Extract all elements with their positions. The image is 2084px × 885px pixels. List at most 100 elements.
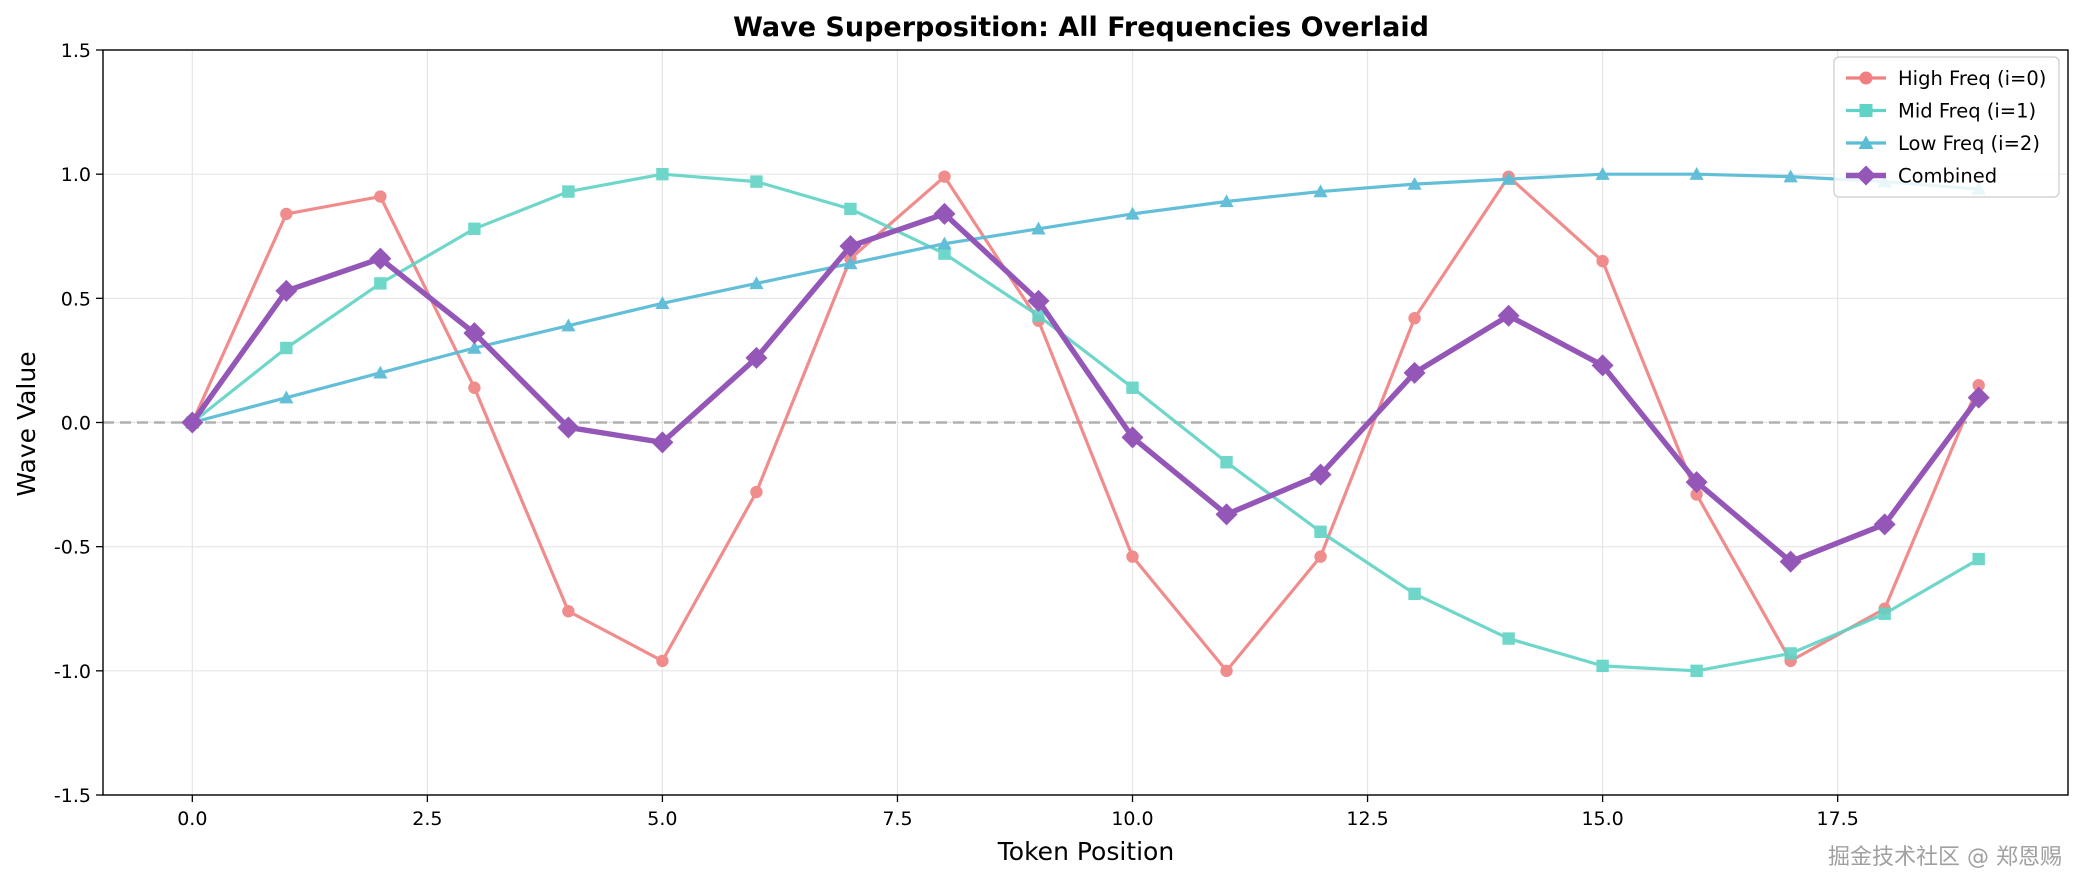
series-line [190,211,1981,565]
series-line [191,172,1980,673]
data-point [1502,632,1515,645]
y-tick-label: -1.0 [54,661,91,683]
data-point [280,207,293,221]
data-point [749,276,764,290]
data-point [938,247,951,260]
data-point [181,411,204,434]
data-point [655,296,670,310]
legend-item: High Freq (i=0) [1846,67,2046,90]
data-point [750,175,763,188]
data-point [1873,513,1896,536]
data-point [467,340,482,354]
data-point [1309,463,1332,486]
data-point [1408,587,1421,601]
legend-label: Low Freq (i=2) [1898,132,2040,155]
data-point [374,190,387,203]
x-tick-label: 10.0 [1111,808,1153,830]
data-point [369,247,392,270]
data-point [1690,488,1703,501]
data-point [651,431,674,454]
series-line [191,172,1979,425]
y-axis-ticks: -1.5 -1.0 -0.5 0.0 0.5 1.0 1.5 [54,40,103,807]
data-point [1408,312,1421,325]
legend-label: Combined [1898,165,1997,188]
y-tick-label: -0.5 [54,537,91,559]
data-point [468,381,481,394]
legend-marker [1859,104,1873,117]
legend: High Freq (i=0) Mid Freq (i=1) Low Freq (i… [1833,56,2060,198]
data-point [839,235,862,258]
data-point [938,170,951,183]
data-point [280,341,293,355]
data-point [843,256,858,270]
y-tick-label: 0.5 [61,288,91,310]
data-point [1027,289,1050,312]
legend-box [1833,56,2060,198]
x-tick-label: 7.5 [882,808,912,830]
y-tick-label: 1.0 [61,164,91,186]
data-point [1878,607,1891,620]
data-point [1314,525,1327,538]
data-point [468,222,481,235]
data-point [557,416,580,439]
data-point [1690,664,1703,678]
data-point [562,185,575,198]
data-point [1972,552,1985,566]
y-axis-label: Wave Value [12,351,41,496]
x-axis-label: Token Position [997,837,1174,866]
data-point [463,322,486,345]
data-point [1591,354,1614,377]
data-point [656,167,669,181]
data-point [373,365,388,379]
series-line [190,175,1981,673]
legend-item: Mid Freq (i=1) [1846,100,2036,123]
data-point [750,485,763,499]
legend-item: Combined [1846,165,1997,188]
data-point [561,318,576,332]
data-point [1121,426,1144,449]
data-point [1595,167,1610,180]
legend-label: High Freq (i=0) [1898,67,2046,90]
data-point [1407,176,1422,190]
series-triangle [185,167,1986,429]
y-tick-label: 1.5 [61,40,91,62]
legend-marker [1859,71,1873,85]
data-point [1220,664,1233,678]
data-point [745,346,768,369]
series-diamond [181,202,1990,573]
y-tick-label: -1.5 [54,785,91,807]
chart-title: Wave Superposition: All Frequencies Over… [733,12,1429,43]
data-point [1972,379,1985,392]
x-tick-label: 12.5 [1346,808,1388,830]
series-layer [181,167,1990,678]
data-point [1032,309,1045,322]
data-point [1314,550,1327,563]
data-point [1784,647,1797,660]
series-circle [186,170,1985,678]
data-point [1215,503,1238,526]
x-tick-label: 15.0 [1581,808,1623,830]
data-point [374,277,387,290]
data-point [1967,386,1990,409]
data-point [279,390,294,404]
x-tick-label: 2.5 [412,808,442,830]
legend-label: Mid Freq (i=1) [1898,100,2036,123]
data-point [1689,167,1704,180]
data-point [1501,172,1516,185]
x-tick-label: 17.5 [1816,808,1858,830]
data-point [844,202,857,216]
data-point [1596,659,1609,673]
data-point [1125,206,1140,220]
data-point [1126,381,1139,394]
data-point [1497,304,1520,327]
x-tick-label: 0.0 [177,808,207,830]
data-point [1783,169,1798,183]
data-point [562,605,575,618]
y-tick-label: 0.0 [61,413,91,435]
data-point [656,654,669,668]
data-point [1779,550,1802,573]
data-point [1219,194,1234,208]
legend-item: Low Freq (i=2) [1846,132,2040,155]
data-point [1685,471,1708,494]
